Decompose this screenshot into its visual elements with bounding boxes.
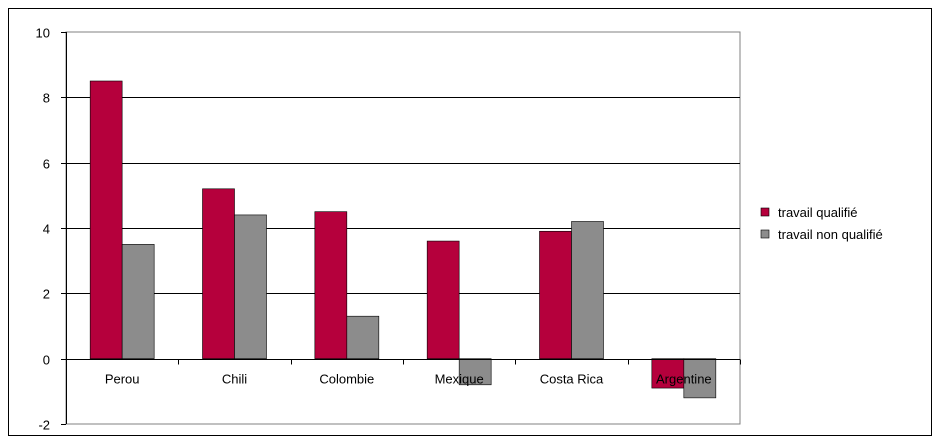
- bar: [539, 230, 572, 359]
- bar: [121, 244, 155, 359]
- axes: -2 0 2 4 6 8 10 Perou Chili Colombie Mexique Costa …: [36, 26, 741, 433]
- bar: [234, 214, 267, 359]
- legend-swatch: [760, 229, 770, 239]
- legend-label: travail qualifié: [778, 205, 858, 220]
- bar: [571, 221, 604, 359]
- bar: [651, 358, 685, 389]
- y-tick-label: 0: [43, 353, 50, 368]
- legend-label: travail non qualifié: [778, 227, 883, 242]
- bar: [314, 211, 348, 359]
- y-tick-label: 10: [36, 26, 50, 41]
- y-tick-label: 2: [43, 287, 50, 302]
- bar: [346, 315, 380, 359]
- x-tick-label: Argentine: [656, 372, 712, 387]
- chart-frame: [8, 8, 932, 436]
- bar: [683, 358, 717, 399]
- x-tick-label: Costa Rica: [540, 372, 604, 387]
- x-tick-label: Colombie: [319, 372, 374, 387]
- x-tick-label: Perou: [105, 372, 140, 387]
- bar: [458, 358, 492, 386]
- y-tick-label: 6: [43, 157, 50, 172]
- bar: [426, 240, 460, 359]
- x-tick-label: Mexique: [435, 372, 484, 387]
- bar: [202, 188, 235, 359]
- legend-swatch: [760, 207, 770, 217]
- y-tick-label: 8: [43, 91, 50, 106]
- y-tick-label: 4: [43, 222, 50, 237]
- legend: travail qualifié travail non qualifié: [760, 205, 883, 242]
- bar: [89, 80, 123, 359]
- y-tick-label: -2: [38, 418, 50, 433]
- bars: [89, 80, 717, 399]
- x-tick-label: Chili: [222, 372, 247, 387]
